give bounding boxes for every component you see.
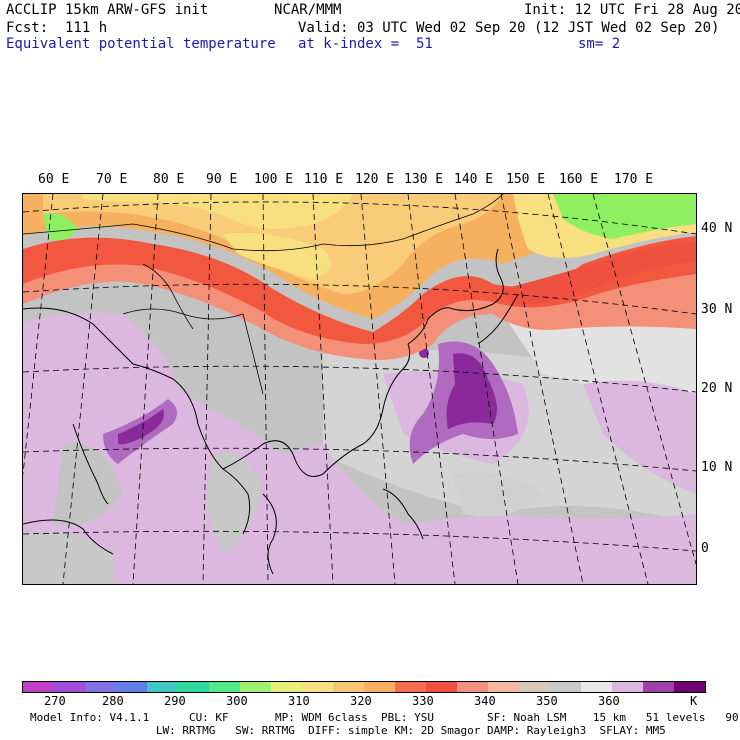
colorbar-label: 280	[102, 694, 124, 708]
colorbar-swatch	[550, 682, 581, 692]
colorbar-swatch	[178, 682, 209, 692]
colorbar-swatch	[612, 682, 643, 692]
lat-label: 20 N	[701, 381, 733, 396]
forecast-hour: Fcst: 111 h	[6, 20, 108, 36]
model-info-line2: LW: RRTMG SW: RRTMG DIFF: simple KM: 2D …	[30, 724, 666, 737]
k-index-label: at k-index = 51	[298, 36, 433, 52]
lon-label: 110 E	[304, 172, 344, 187]
colorbar-swatch	[519, 682, 550, 692]
lon-label: 60 E	[38, 172, 70, 187]
lon-label: 140 E	[454, 172, 494, 187]
colorbar-swatch	[364, 682, 395, 692]
green-region	[553, 194, 696, 239]
theta-e-map	[22, 193, 697, 585]
colorbar-unit: K	[690, 694, 698, 708]
gray-patch	[53, 442, 123, 526]
yellow-region	[83, 194, 353, 229]
colorbar-label: 300	[226, 694, 248, 708]
lon-label: 150 E	[506, 172, 546, 187]
colorbar-swatch	[85, 682, 116, 692]
lon-label: 70 E	[96, 172, 128, 187]
colorbar-swatch	[302, 682, 333, 692]
lon-label: 90 E	[206, 172, 238, 187]
colorbar-swatch	[147, 682, 178, 692]
lat-label: 0	[701, 541, 709, 556]
red-band	[503, 242, 696, 306]
lavender-region	[583, 380, 696, 494]
lon-label: 160 E	[559, 172, 599, 187]
colorbar-swatch	[23, 682, 54, 692]
colorbar-swatch	[395, 682, 426, 692]
political-borders	[23, 194, 504, 395]
graticule	[23, 194, 696, 584]
red-band	[23, 236, 696, 344]
colorbar-label: 310	[288, 694, 310, 708]
colorbar-swatch	[674, 682, 705, 692]
lon-label: 170 E	[614, 172, 654, 187]
colorbar-label: 330	[412, 694, 434, 708]
model-title: ACCLIP 15km ARW-GFS init	[6, 2, 209, 18]
init-time: Init: 12 UTC Fri 28 Aug 20	[524, 2, 740, 18]
valid-time: Valid: 03 UTC Wed 02 Sep 20 (12 JST Wed …	[298, 20, 720, 36]
lon-label: 100 E	[254, 172, 294, 187]
purple-core	[446, 353, 497, 429]
gray-patch	[23, 531, 113, 584]
colorbar-label: 350	[536, 694, 558, 708]
lon-label: 130 E	[404, 172, 444, 187]
smoothing-label: sm= 2	[578, 36, 621, 52]
colorbar-swatch	[240, 682, 271, 692]
colorbar-swatch	[426, 682, 457, 692]
colorbar-label: 290	[164, 694, 186, 708]
coastlines	[23, 248, 519, 575]
model-info-line1: Model Info: V4.1.1 CU: KF MP: WDM 6class…	[30, 711, 740, 724]
colorbar	[22, 681, 706, 693]
colorbar-swatch	[209, 682, 240, 692]
yellow-region	[223, 233, 331, 279]
lon-label: 120 E	[355, 172, 395, 187]
gray-patch	[207, 452, 263, 554]
colorbar-swatch	[488, 682, 519, 692]
colorbar-label: 270	[44, 694, 66, 708]
purple-core	[118, 409, 164, 445]
lat-label: 40 N	[701, 221, 733, 236]
colorbar-swatch	[457, 682, 488, 692]
colorbar-label: 320	[350, 694, 372, 708]
colorbar-swatch	[643, 682, 674, 692]
lat-label: 10 N	[701, 460, 733, 475]
colorbar-swatch	[333, 682, 364, 692]
green-region	[43, 213, 78, 241]
colorbar-label: 340	[474, 694, 496, 708]
colorbar-swatch	[54, 682, 85, 692]
ocean-light-gray	[503, 310, 696, 404]
lon-label: 80 E	[153, 172, 185, 187]
colorbar-swatch	[271, 682, 302, 692]
gray-patch	[453, 471, 543, 517]
lat-label: 30 N	[701, 302, 733, 317]
lavender-region	[23, 312, 696, 584]
colorbar-swatch	[581, 682, 612, 692]
institution-label: NCAR/MMM	[274, 2, 342, 18]
colorbar-swatch	[116, 682, 147, 692]
field-name: Equivalent potential temperature	[6, 36, 276, 52]
colorbar-label: 360	[598, 694, 620, 708]
